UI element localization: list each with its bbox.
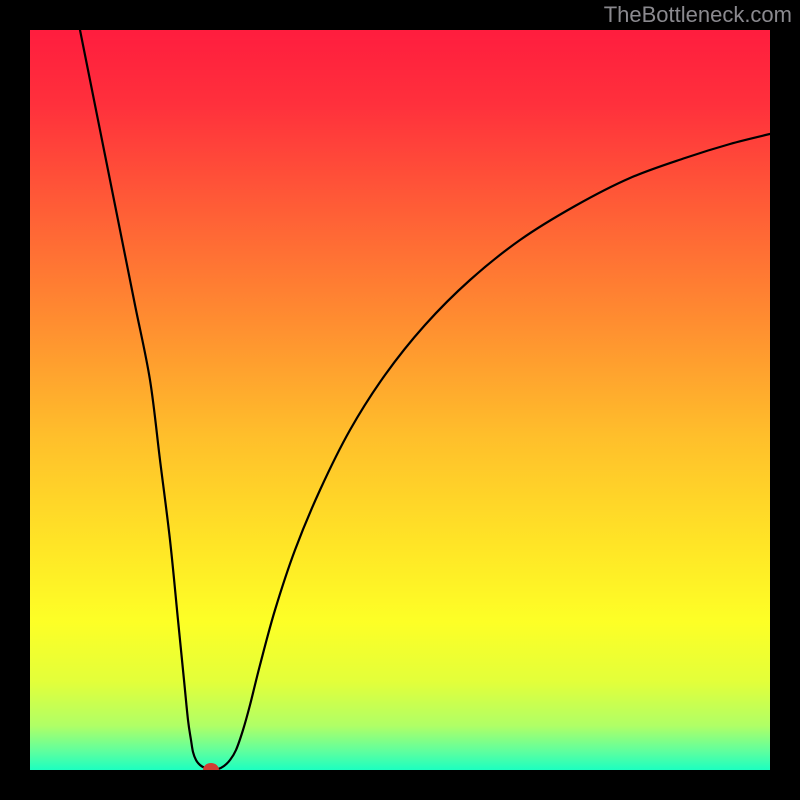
border-left	[0, 0, 30, 800]
bottleneck-curve	[80, 30, 770, 770]
optimum-marker	[203, 763, 219, 770]
border-bottom	[0, 770, 800, 800]
watermark-text: TheBottleneck.com	[604, 2, 792, 28]
plot-area	[30, 30, 770, 770]
border-right	[770, 0, 800, 800]
curve-svg	[30, 30, 770, 770]
chart-frame: TheBottleneck.com	[0, 0, 800, 800]
